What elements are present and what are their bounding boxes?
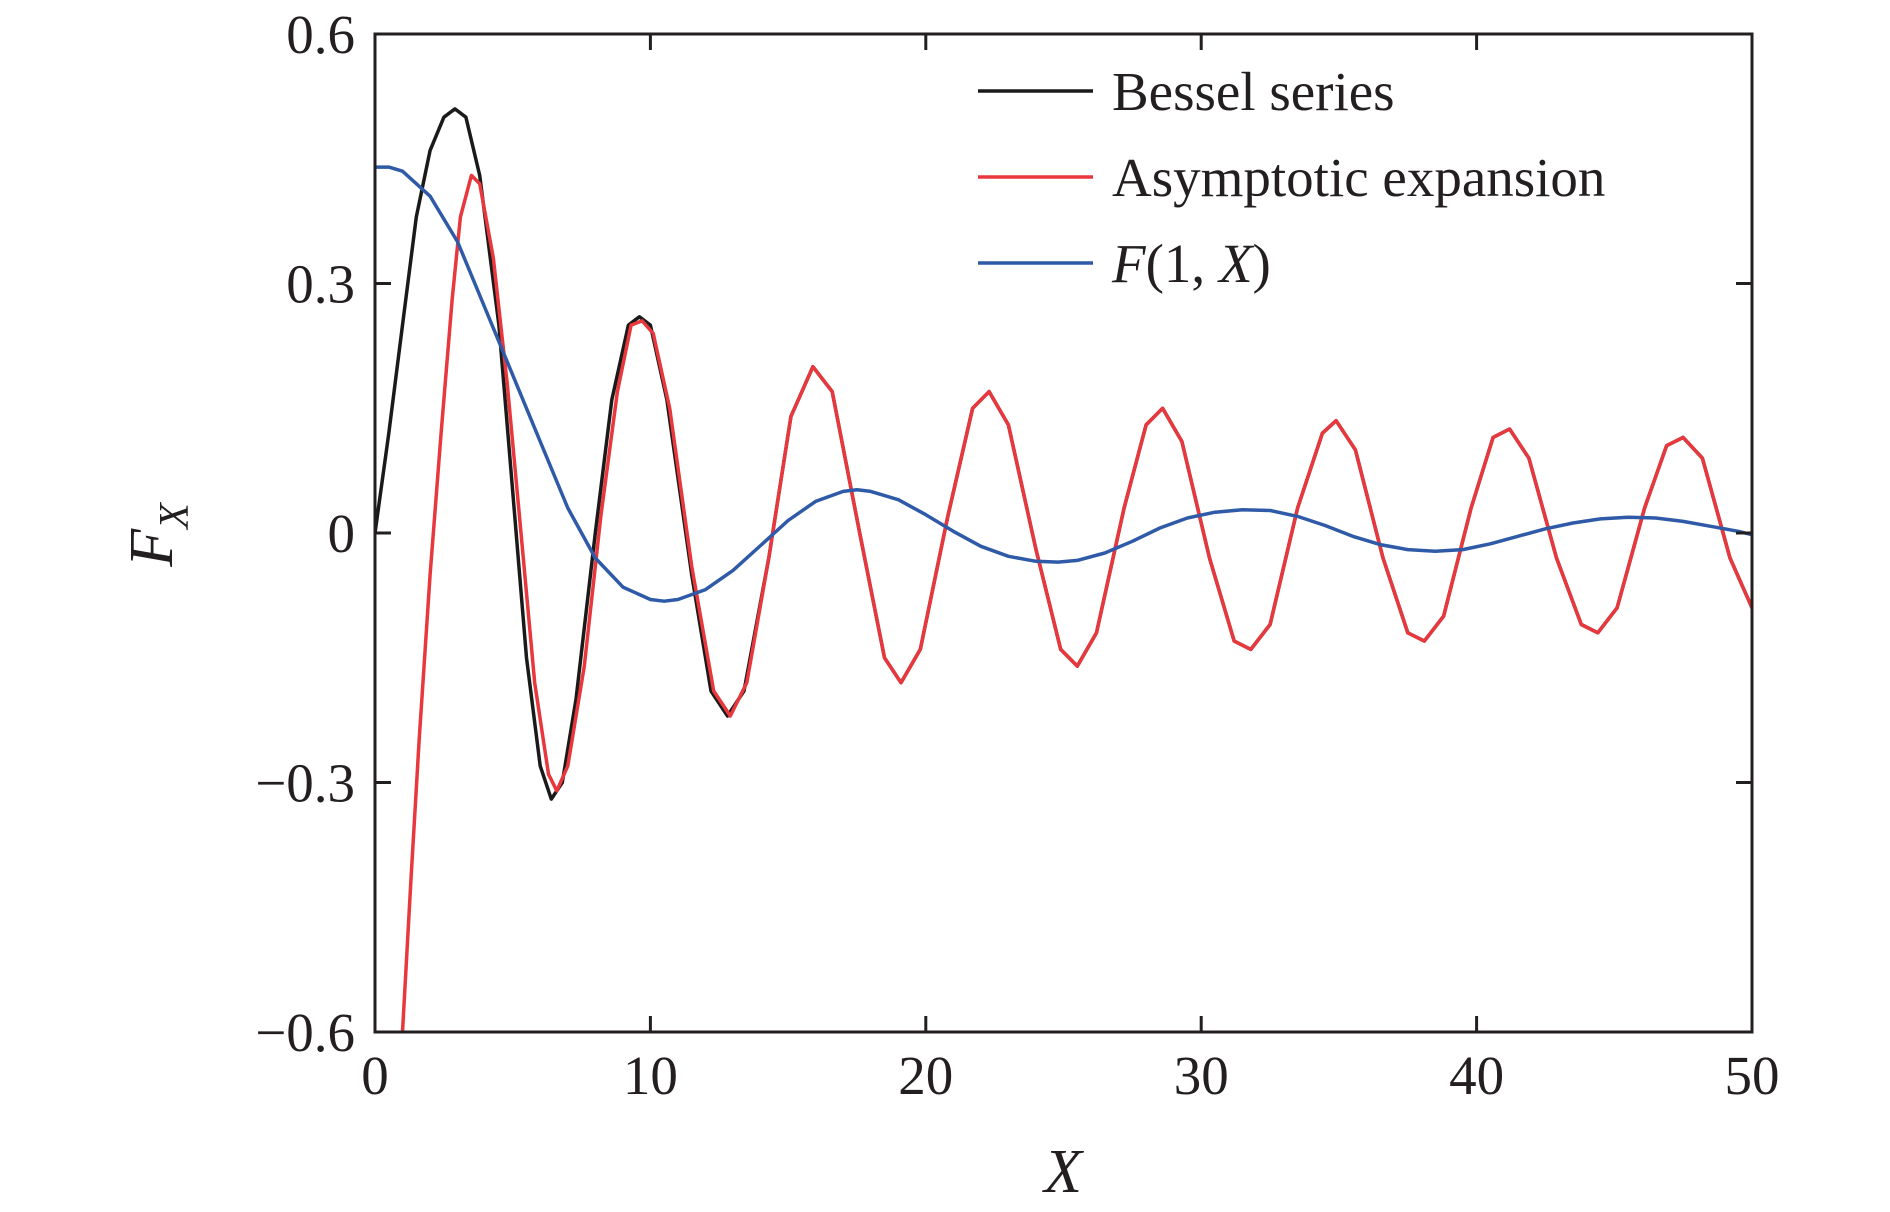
y-tick-label: −0.3 — [255, 753, 355, 814]
legend-label-1: Bessel series — [1112, 61, 1395, 122]
y-axis-label: FX — [118, 501, 198, 568]
series-line-2 — [400, 173, 1752, 1032]
tick-labels: 0 10 20 30 40 50 −0.6 −0.3 0 0.3 0.6 — [255, 4, 1779, 1106]
series-line-1 — [375, 107, 1752, 801]
x-tick-label: 10 — [623, 1045, 678, 1106]
series-lines — [375, 107, 1752, 1032]
legend-label-3: F(1, X) — [1111, 233, 1271, 294]
legend-label-2: Asymptotic expansion — [1112, 147, 1605, 208]
x-tick-label: 0 — [361, 1045, 389, 1106]
x-tick-label: 30 — [1174, 1045, 1229, 1106]
legend: Bessel series Asymptotic expansion F(1, X) — [978, 61, 1605, 294]
svg-text:FX: FX — [118, 501, 198, 568]
y-tick-label: 0.6 — [286, 4, 355, 65]
x-tick-label: 20 — [898, 1045, 953, 1106]
series-line-3 — [375, 165, 1752, 603]
y-tick-label: 0.3 — [286, 254, 355, 315]
x-axis-label: X — [1041, 1138, 1084, 1206]
y-tick-label: 0 — [328, 503, 356, 564]
axis-ticks — [373, 32, 1754, 1034]
y-axis-label-main: F — [118, 528, 186, 568]
y-tick-label: −0.6 — [255, 1002, 355, 1063]
y-axis-label-sub: X — [152, 501, 198, 531]
x-tick-label: 40 — [1449, 1045, 1504, 1106]
x-tick-label: 50 — [1725, 1045, 1780, 1106]
